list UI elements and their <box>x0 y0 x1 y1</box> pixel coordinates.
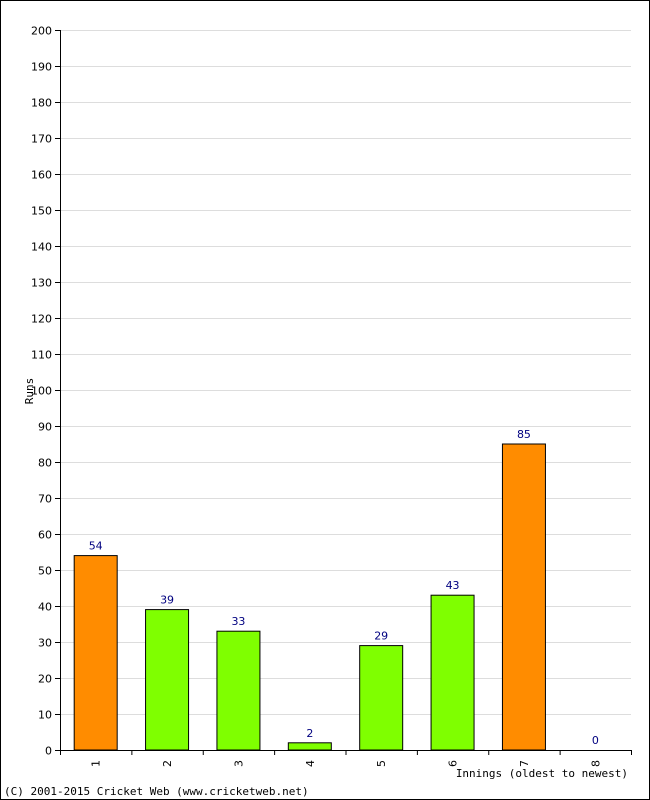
y-tick-label: 90 <box>38 421 52 434</box>
x-tick-label-3: 3 <box>232 760 245 767</box>
y-tick-label: 130 <box>31 277 52 290</box>
bar-2 <box>145 609 190 751</box>
x-tick-label-5: 5 <box>375 760 388 767</box>
y-axis-title: Runs <box>23 378 36 405</box>
data-label-2: 39 <box>160 594 174 607</box>
x-tick-label-4: 4 <box>304 760 317 767</box>
y-tick-label: 50 <box>38 565 52 578</box>
y-tick-label: 70 <box>38 493 52 506</box>
bars <box>73 443 546 751</box>
data-label-3: 33 <box>231 615 245 628</box>
data-label-4: 2 <box>306 727 313 740</box>
y-tick-label: 160 <box>31 169 52 182</box>
y-tick-label: 200 <box>31 25 52 38</box>
y-tick-label: 180 <box>31 97 52 110</box>
bar-4 <box>287 742 332 751</box>
y-tick-label: 170 <box>31 133 52 146</box>
data-label-7: 85 <box>517 428 531 441</box>
x-tick-labels: 1 2 3 4 5 6 7 8 <box>90 760 603 767</box>
x-tick-label-1: 1 <box>90 760 103 767</box>
data-label-1: 54 <box>89 540 103 553</box>
y-tick-label: 150 <box>31 205 52 218</box>
data-label-8: 0 <box>592 734 599 747</box>
x-tick-label-6: 6 <box>447 760 460 767</box>
data-label-6: 43 <box>446 579 460 592</box>
axes <box>55 30 632 755</box>
y-tick-label: 30 <box>38 637 52 650</box>
y-tick-label: 10 <box>38 709 52 722</box>
y-tick-label: 120 <box>31 313 52 326</box>
data-labels: 54 39 33 2 29 43 85 0 <box>89 428 599 747</box>
bar-1 <box>73 555 118 751</box>
x-tick-label-8: 8 <box>589 760 602 767</box>
y-tick-label: 80 <box>38 457 52 470</box>
y-tick-labels: 0 10 20 30 40 50 60 70 80 90 100 110 120 130 140 150 160… <box>31 25 52 758</box>
data-label-5: 29 <box>374 630 388 643</box>
y-tick-label: 190 <box>31 61 52 74</box>
y-tick-label: 0 <box>45 745 52 758</box>
x-tick-label-7: 7 <box>518 760 531 767</box>
y-tick-label: 140 <box>31 241 52 254</box>
x-axis-title: Innings (oldest to newest) <box>456 767 628 780</box>
bar-7 <box>501 443 546 751</box>
y-tick-label: 100 <box>31 385 52 398</box>
x-tick-label-2: 2 <box>161 760 174 767</box>
bar-5 <box>359 645 404 751</box>
footer-copyright: (C) 2001-2015 Cricket Web (www.cricketwe… <box>4 785 309 798</box>
y-tick-label: 60 <box>38 529 52 542</box>
bar-6 <box>430 594 475 751</box>
y-tick-label: 40 <box>38 601 52 614</box>
bar-3 <box>216 630 261 751</box>
y-tick-label: 20 <box>38 673 52 686</box>
y-tick-label: 110 <box>31 349 52 362</box>
